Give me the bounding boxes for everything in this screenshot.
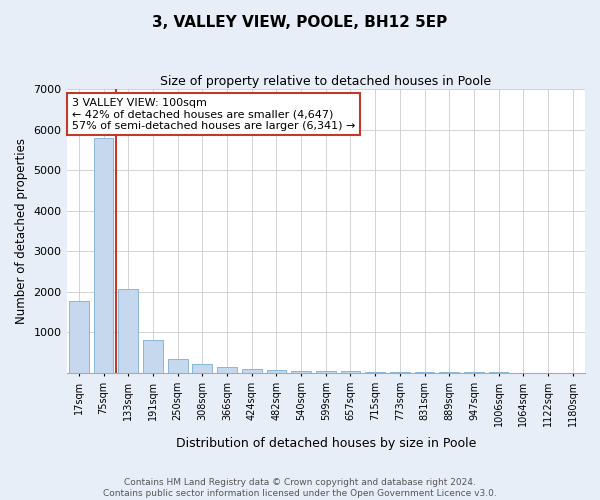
Text: 3 VALLEY VIEW: 100sqm
← 42% of detached houses are smaller (4,647)
57% of semi-d: 3 VALLEY VIEW: 100sqm ← 42% of detached … xyxy=(72,98,355,131)
Bar xyxy=(143,340,163,372)
Bar xyxy=(118,290,138,372)
Text: Contains HM Land Registry data © Crown copyright and database right 2024.
Contai: Contains HM Land Registry data © Crown c… xyxy=(103,478,497,498)
Bar xyxy=(291,370,311,372)
Bar xyxy=(242,369,262,372)
Bar xyxy=(168,358,188,372)
Bar xyxy=(193,364,212,372)
Bar xyxy=(69,300,89,372)
X-axis label: Distribution of detached houses by size in Poole: Distribution of detached houses by size … xyxy=(176,437,476,450)
Title: Size of property relative to detached houses in Poole: Size of property relative to detached ho… xyxy=(160,75,491,88)
Bar xyxy=(94,138,113,372)
Bar xyxy=(217,367,237,372)
Bar xyxy=(316,371,335,372)
Y-axis label: Number of detached properties: Number of detached properties xyxy=(15,138,28,324)
Text: 3, VALLEY VIEW, POOLE, BH12 5EP: 3, VALLEY VIEW, POOLE, BH12 5EP xyxy=(152,15,448,30)
Bar xyxy=(266,370,286,372)
